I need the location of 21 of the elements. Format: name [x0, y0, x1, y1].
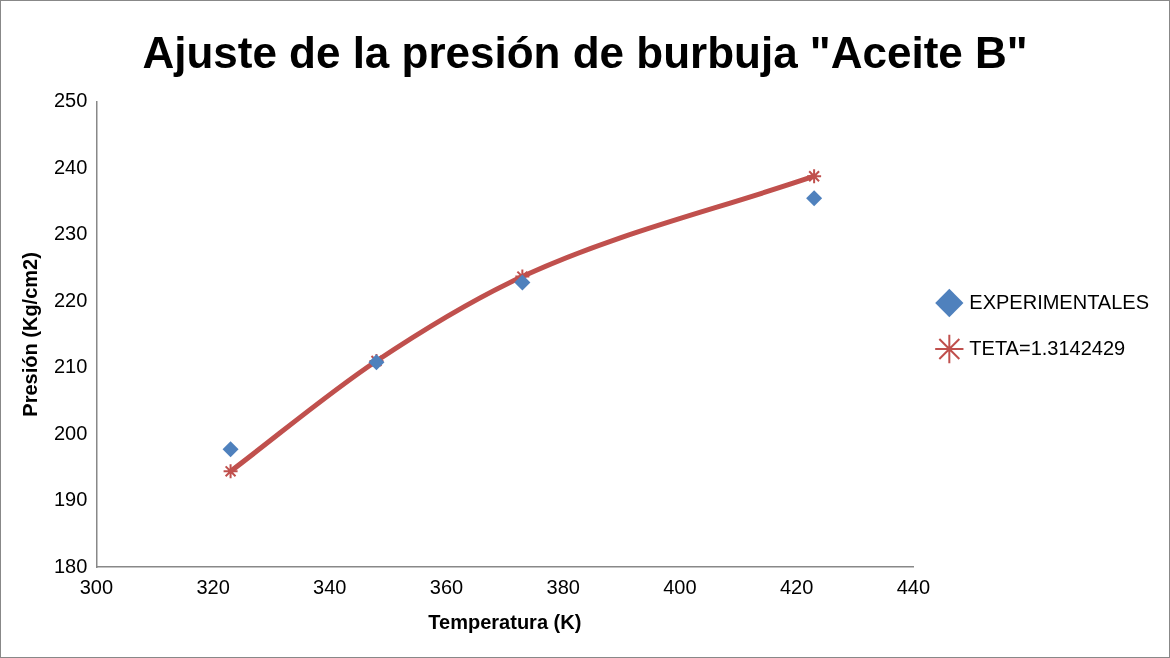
- y-tick-label: 200: [53, 421, 88, 444]
- x-tick-label: 360: [429, 575, 464, 598]
- y-tick-label: 240: [53, 155, 88, 178]
- x-tick-label: 320: [196, 575, 230, 598]
- x-tick-label: 300: [79, 575, 114, 598]
- x-tick-label: 440: [896, 575, 931, 598]
- legend-label: EXPERIMENTALES: [969, 290, 1150, 313]
- y-tick-label: 210: [53, 355, 88, 378]
- chart-title: Ajuste de la presión de burbuja "Aceite B": [142, 27, 1028, 77]
- legend-label: TETA=1.3142429: [969, 336, 1126, 359]
- x-axis-title: Temperatura (K): [428, 610, 582, 633]
- x-tick-label: 380: [546, 575, 580, 598]
- x-tick-label: 340: [313, 575, 347, 598]
- y-tick-label: 180: [53, 554, 88, 577]
- y-tick-label: 220: [53, 288, 88, 311]
- x-tick-label: 420: [779, 575, 814, 598]
- x-tick-label: 400: [663, 575, 697, 598]
- y-tick-label: 230: [53, 222, 88, 245]
- y-tick-label: 190: [53, 488, 88, 511]
- y-axis-title: Presión (Kg/cm2): [18, 252, 41, 417]
- y-tick-label: 250: [53, 89, 88, 112]
